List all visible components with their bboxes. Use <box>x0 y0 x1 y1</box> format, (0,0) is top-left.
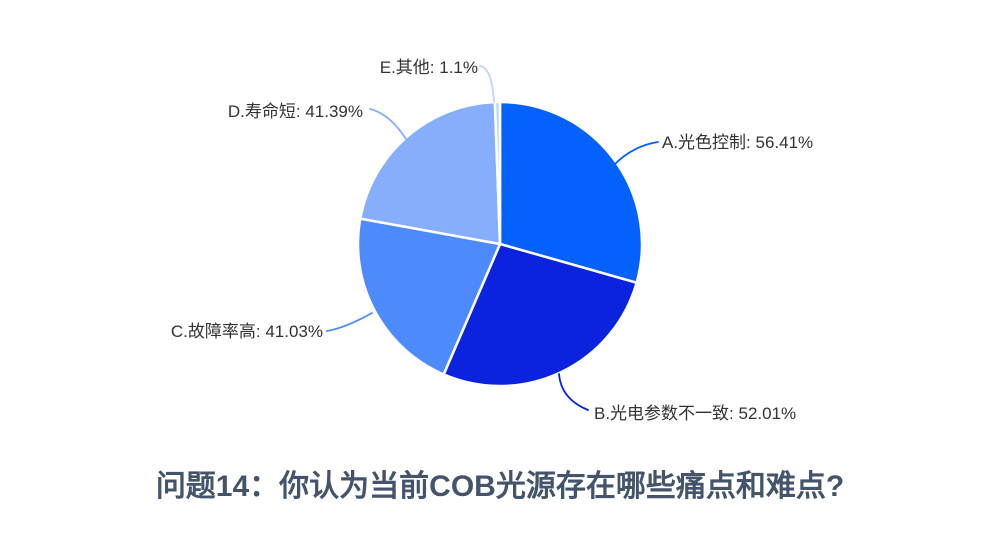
slice-label-a: A.光色控制: 56.41% <box>662 133 814 152</box>
slice-label-c: C.故障率高: 41.03% <box>170 322 323 341</box>
pie-slice-a <box>498 100 644 284</box>
pie-slice-e <box>493 100 502 246</box>
pie-slice-c <box>356 217 502 376</box>
leader-line-a <box>612 141 659 167</box>
leader-line-d <box>369 108 407 140</box>
leader-line-c <box>326 312 373 332</box>
slice-label-e: E.其他: 1.1% <box>379 58 478 77</box>
leader-line-b <box>558 373 589 411</box>
chart-title: 问题14：你认为当前COB光源存在哪些痛点和难点? <box>155 470 845 503</box>
slice-label-b: B.光电参数不一致: 52.01% <box>594 404 797 423</box>
pie-slice-d <box>359 100 502 246</box>
slice-label-d: D.寿命短: 41.39% <box>227 102 363 121</box>
leader-line-e <box>479 65 495 103</box>
pie-slice-b <box>442 242 638 388</box>
